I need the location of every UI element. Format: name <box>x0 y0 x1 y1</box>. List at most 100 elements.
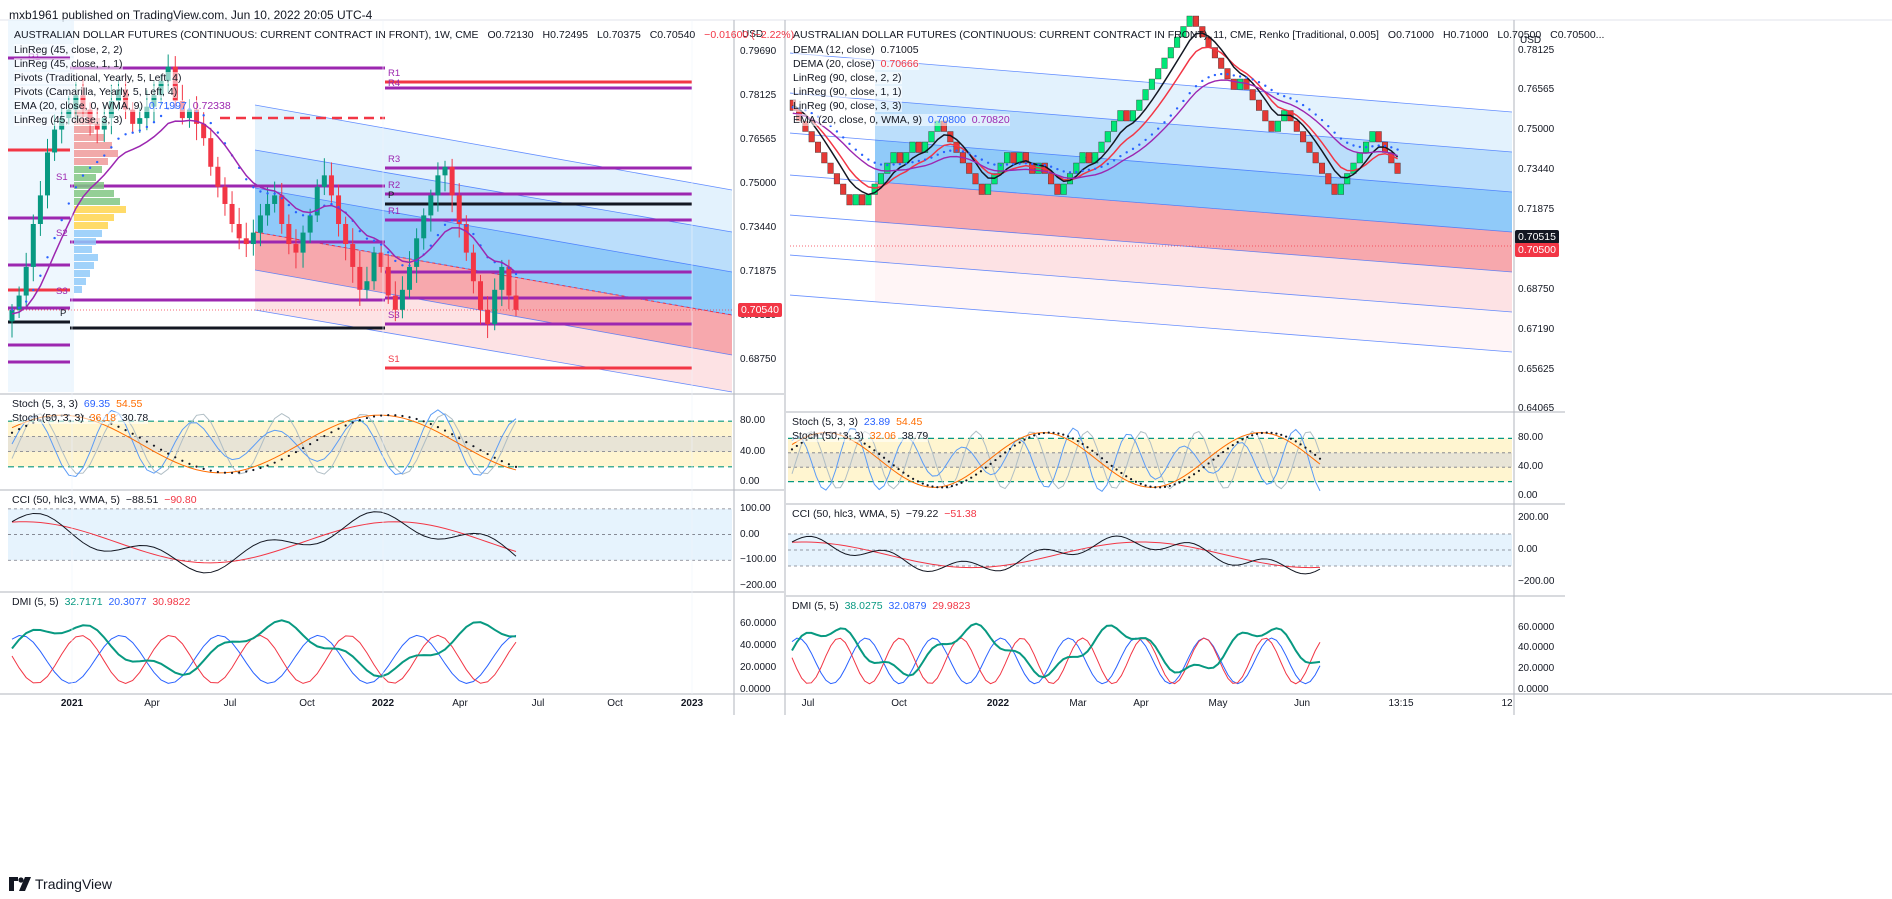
pivot-label: S3 <box>388 310 400 321</box>
renko-brick <box>1155 68 1162 80</box>
ema-dot <box>1339 137 1343 140</box>
stoch-slow-d-dot <box>1159 486 1162 489</box>
renko-brick <box>884 162 891 174</box>
candle-body <box>392 295 398 310</box>
time-tick-label: 2022 <box>371 698 395 709</box>
indicator-label: Pivots (Traditional, Yearly, 5, Left, 4) <box>14 72 182 84</box>
stoch-slow-d-dot <box>1008 447 1012 451</box>
ohlc-o: O0.71000 <box>1384 29 1435 41</box>
indicator-label: LinReg (90, close, 2, 2) <box>793 72 902 84</box>
tradingview-logo[interactable]: TradingView <box>9 876 112 892</box>
renko-brick <box>972 173 979 185</box>
candle-body <box>243 238 249 245</box>
ema-dot <box>443 223 447 227</box>
stoch-slow-d-dot <box>10 431 14 434</box>
ema-dot <box>117 137 120 140</box>
renko-brick <box>1293 120 1300 132</box>
stoch-slow-d-dot <box>216 470 219 474</box>
indicator-legend: Pivots (Traditional, Yearly, 5, Left, 4) <box>14 72 182 84</box>
ema-dot <box>259 190 262 193</box>
stoch-slow-d-dot <box>316 438 319 442</box>
stoch-slow-d-dot <box>897 467 900 471</box>
stoch-slow-d-dot <box>1091 449 1094 452</box>
stoch-slow-d-dot <box>1207 462 1210 465</box>
ema-dot <box>372 239 376 242</box>
ema-dot <box>401 264 404 267</box>
renko-brick <box>1104 131 1111 143</box>
time-tick-label: Mar <box>1069 698 1087 709</box>
renko-brick <box>808 131 815 143</box>
renko-brick <box>1136 99 1143 111</box>
ema-dot <box>124 133 127 136</box>
ohlc-h: H0.71000 <box>1440 29 1489 41</box>
ema-dot <box>1358 145 1362 149</box>
ema-dot <box>103 154 106 157</box>
candle-body <box>279 195 285 224</box>
candle-body <box>37 195 43 224</box>
stoch-slow-d-dot <box>443 429 447 432</box>
stoch-slow-d-dot <box>351 421 354 424</box>
stoch-legend-label: Stoch (5, 3, 3) <box>792 416 858 428</box>
candle-body <box>272 195 278 204</box>
renko-brick <box>1148 78 1155 90</box>
stoch-slow-d-dot <box>358 418 361 422</box>
ema-dot <box>1119 154 1122 158</box>
ema-dot <box>1018 162 1021 165</box>
ema-dot <box>867 158 870 161</box>
ema-dot <box>1251 78 1254 81</box>
ema-dot <box>387 251 390 254</box>
indicator-legend: LinReg (45, close, 3, 3) <box>14 114 123 126</box>
renko-brick <box>1262 110 1269 122</box>
stoch-slow-d-dot <box>1028 436 1031 439</box>
stoch-slow-d-dot <box>344 424 347 427</box>
stoch-tick-label: 80.00 <box>1518 432 1544 444</box>
indicator-label: DEMA (12, close) <box>793 44 875 56</box>
stoch-legend-value: 36.18 <box>86 412 116 424</box>
ema-dot <box>1037 163 1040 166</box>
renko-brick <box>1356 152 1363 164</box>
stoch-slow-d-dot <box>337 427 340 430</box>
stoch-slow-d-dot <box>1231 444 1234 447</box>
ema-dot <box>472 232 475 236</box>
cci-wma-line <box>11 521 517 564</box>
ema-dot <box>1175 107 1179 110</box>
volume-profile-bar <box>74 126 94 133</box>
ema-dot <box>942 150 946 154</box>
stoch-slow-k-line <box>791 432 1321 488</box>
ema-dot <box>145 125 149 129</box>
ema-dot <box>202 114 205 117</box>
candle-body <box>250 232 256 245</box>
ema-dot <box>1295 100 1299 103</box>
renko-brick <box>1394 162 1401 174</box>
indicator-label: LinReg (90, close, 3, 3) <box>793 100 902 112</box>
renko-brick <box>1098 141 1105 153</box>
ema-dot <box>379 243 383 246</box>
ema-dot <box>1194 84 1198 88</box>
stoch-slow-d-dot <box>159 448 163 451</box>
renko-brick <box>1375 131 1382 143</box>
ohlc-chg: −0.01600 (−2.22%) <box>701 29 795 41</box>
stoch-tick-label: 0.00 <box>1518 490 1538 501</box>
ema-dot <box>53 236 56 240</box>
candle-body <box>321 175 327 187</box>
renko-brick <box>1274 120 1281 132</box>
time-tick-label: May <box>1208 698 1228 709</box>
ema-dot <box>1257 80 1261 84</box>
dmi-minus-line <box>791 637 1321 685</box>
stoch-slow-d-dot <box>1154 486 1157 489</box>
ema-dot <box>365 237 369 240</box>
dmi-legend-value: 20.3077 <box>105 596 147 608</box>
stoch-slow-d-dot <box>301 447 305 450</box>
candle-body <box>414 238 420 267</box>
candle-body <box>456 195 462 224</box>
dmi-tick-label: 40.0000 <box>740 640 777 652</box>
ema-dot <box>835 130 839 133</box>
linreg-line <box>789 214 1513 273</box>
dmi-legend-value: 30.9822 <box>149 596 191 608</box>
ema-dot <box>1226 73 1229 76</box>
ema-dot <box>1163 121 1166 124</box>
candle-body <box>44 152 50 196</box>
ema-dot <box>968 152 971 155</box>
ema-dot <box>330 202 333 206</box>
